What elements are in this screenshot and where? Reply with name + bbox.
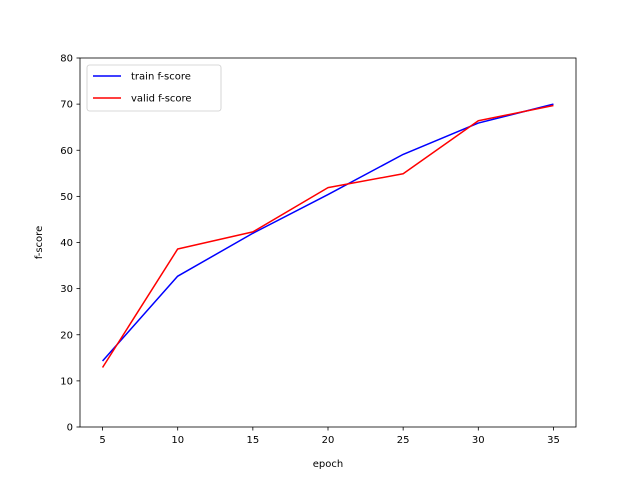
x-tick-label: 25 <box>397 435 410 446</box>
series-line-valid-f-score <box>101 104 554 368</box>
x-tick-label: 30 <box>472 435 485 446</box>
legend-label: valid f-score <box>131 94 192 105</box>
y-tick-label: 80 <box>60 54 73 65</box>
legend-label: train f-score <box>131 72 191 83</box>
y-tick-label: 70 <box>60 100 73 111</box>
x-tick-label: 10 <box>171 435 184 446</box>
y-tick-label: 0 <box>67 423 73 434</box>
x-tick-label: 15 <box>246 435 259 446</box>
x-tick-label: 5 <box>99 435 105 446</box>
x-axis-label: epoch <box>313 459 343 470</box>
x-tick-label: 20 <box>322 435 335 446</box>
y-tick-label: 50 <box>60 192 73 203</box>
legend: train f-score valid f-score <box>86 64 222 112</box>
y-tick-label: 60 <box>60 146 73 157</box>
y-axis-label: f-score <box>34 226 45 259</box>
series-line-train-f-score <box>101 103 554 362</box>
y-tick-label: 30 <box>60 284 73 295</box>
x-tick-label: 35 <box>547 435 560 446</box>
y-tick-label: 20 <box>60 330 73 341</box>
axes-frame <box>79 57 577 428</box>
y-tick-label: 10 <box>60 376 73 387</box>
y-tick-label: 40 <box>60 238 73 249</box>
